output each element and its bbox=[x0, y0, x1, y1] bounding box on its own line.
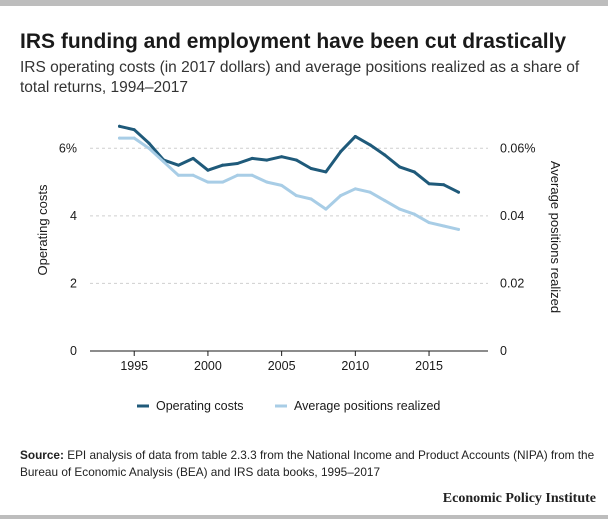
data-point bbox=[132, 136, 136, 140]
data-point bbox=[309, 167, 313, 171]
data-point bbox=[117, 136, 121, 140]
x-axis-ticks: 1995 2000 2005 2010 2015 bbox=[120, 351, 443, 373]
x-tick-label: 2000 bbox=[194, 359, 222, 373]
chart-subtitle: IRS operating costs (in 2017 dollars) an… bbox=[20, 59, 580, 96]
grid-lines bbox=[90, 147, 488, 284]
x-tick-label: 1995 bbox=[120, 359, 148, 373]
x-tick-label: 2005 bbox=[268, 359, 296, 373]
x-tick-label: 2015 bbox=[415, 359, 443, 373]
data-point bbox=[353, 134, 357, 138]
data-point bbox=[339, 194, 343, 198]
data-point bbox=[250, 156, 254, 160]
data-point bbox=[265, 158, 269, 162]
data-point bbox=[427, 221, 431, 225]
data-point bbox=[398, 165, 402, 169]
left-tick-label: 4 bbox=[70, 209, 77, 223]
data-point bbox=[324, 170, 328, 174]
right-tick-label: 0.04 bbox=[500, 209, 524, 223]
data-point bbox=[368, 190, 372, 194]
data-point bbox=[324, 207, 328, 211]
data-point bbox=[412, 170, 416, 174]
data-point bbox=[294, 158, 298, 162]
data-point bbox=[442, 224, 446, 228]
data-point bbox=[309, 197, 313, 201]
data-point bbox=[132, 128, 136, 132]
left-tick-label: 6% bbox=[59, 141, 77, 155]
data-point bbox=[235, 161, 239, 165]
right-y-axis-label: Average positions realized bbox=[548, 161, 563, 313]
data-point bbox=[221, 163, 225, 167]
data-point bbox=[339, 150, 343, 154]
data-point bbox=[383, 199, 387, 203]
x-tick-label: 2010 bbox=[341, 359, 369, 373]
source-text: EPI analysis of data from table 2.3.3 fr… bbox=[20, 448, 595, 479]
right-y-axis-ticks: 0 0.02 0.04 0.06% bbox=[500, 141, 535, 358]
left-y-axis-ticks: 0 2 4 6% bbox=[59, 141, 77, 358]
data-point bbox=[398, 207, 402, 211]
right-tick-label: 0.02 bbox=[500, 276, 524, 290]
data-point bbox=[162, 160, 166, 164]
left-y-axis-label: Operating costs bbox=[35, 184, 50, 276]
data-point bbox=[176, 173, 180, 177]
data-point bbox=[191, 156, 195, 160]
data-point bbox=[280, 155, 284, 159]
data-point bbox=[457, 190, 461, 194]
data-point bbox=[176, 163, 180, 167]
data-point bbox=[353, 187, 357, 191]
data-point bbox=[206, 180, 210, 184]
top-border-bar bbox=[0, 0, 608, 6]
bottom-border-bar bbox=[0, 515, 608, 519]
data-point bbox=[294, 194, 298, 198]
data-point bbox=[442, 183, 446, 187]
series-lines bbox=[117, 124, 461, 231]
legend-label: Operating costs bbox=[156, 399, 244, 413]
right-tick-label: 0 bbox=[500, 344, 507, 358]
series-line bbox=[118, 136, 460, 231]
brand-logo: Economic Policy Institute bbox=[442, 491, 596, 506]
data-point bbox=[412, 212, 416, 216]
data-point bbox=[191, 173, 195, 177]
series-average-positions-realized bbox=[117, 136, 461, 231]
data-point bbox=[265, 180, 269, 184]
series-line bbox=[118, 124, 460, 194]
left-tick-label: 2 bbox=[70, 276, 77, 290]
data-point bbox=[147, 141, 151, 145]
left-tick-label: 0 bbox=[70, 344, 77, 358]
data-point bbox=[117, 124, 121, 128]
source-label: Source: bbox=[20, 448, 64, 462]
series-operating-costs bbox=[117, 124, 461, 194]
data-point bbox=[368, 143, 372, 147]
data-point bbox=[457, 227, 461, 231]
data-point bbox=[206, 168, 210, 172]
data-point bbox=[383, 153, 387, 157]
chart-title: IRS funding and employment have been cut… bbox=[20, 30, 567, 53]
data-point bbox=[250, 173, 254, 177]
data-point bbox=[147, 146, 151, 150]
source-note: Source: EPI analysis of data from table … bbox=[20, 447, 595, 481]
right-tick-label: 0.06% bbox=[500, 141, 535, 155]
legend: Operating costs Average positions realize… bbox=[137, 399, 440, 413]
line-chart: 0 2 4 6% 0 0.02 0.04 0.06% 1995 2000 2005 2010 201… bbox=[35, 124, 563, 413]
data-point bbox=[427, 182, 431, 186]
legend-label: Average positions realized bbox=[294, 399, 440, 413]
data-point bbox=[280, 183, 284, 187]
data-point bbox=[221, 180, 225, 184]
data-point bbox=[235, 173, 239, 177]
